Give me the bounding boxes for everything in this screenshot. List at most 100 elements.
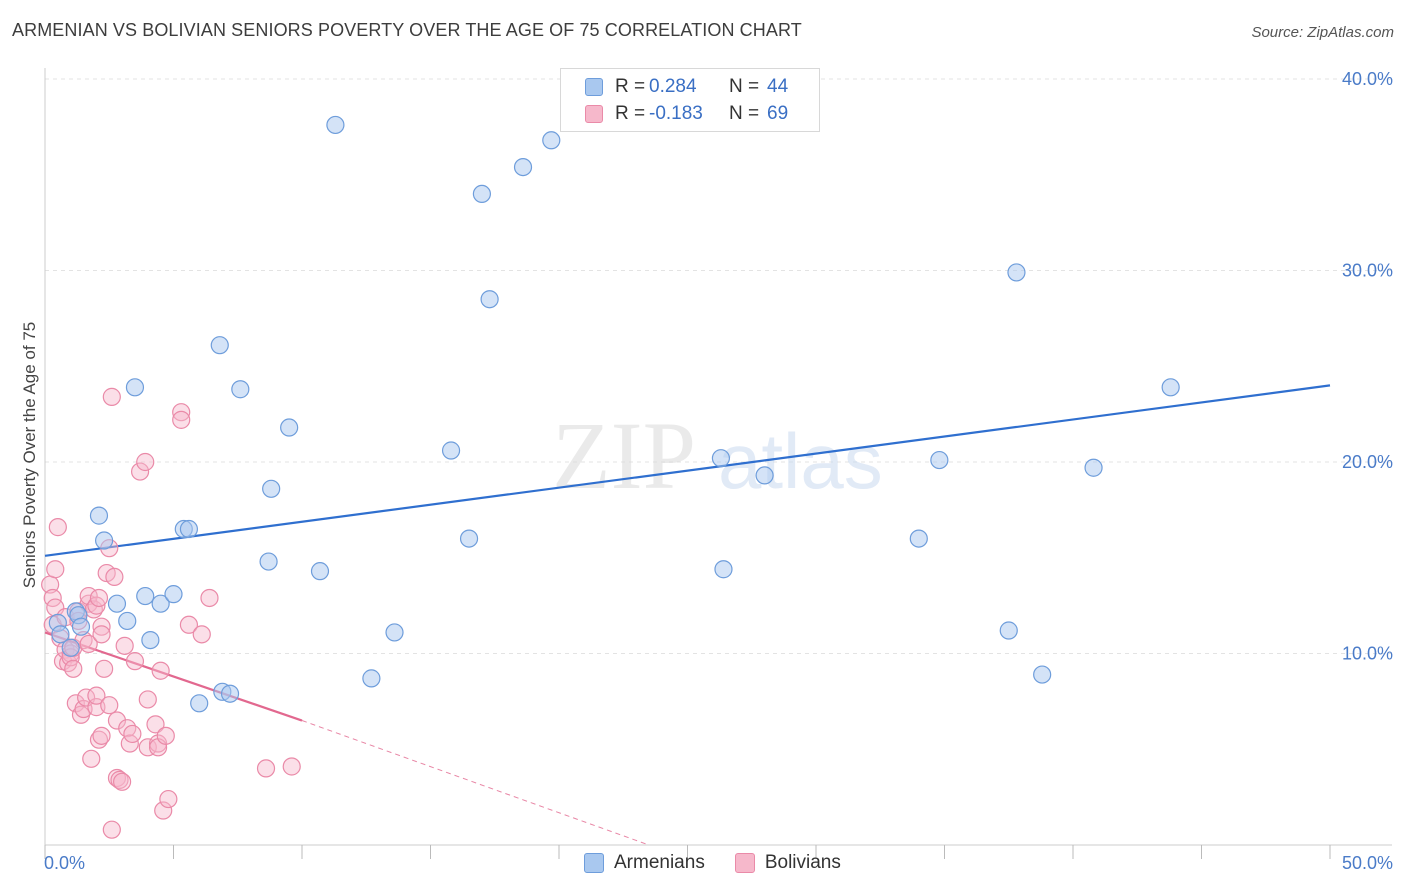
bolivian-point	[200, 588, 219, 608]
armenian-point	[190, 694, 209, 713]
n-label: N =	[729, 103, 760, 124]
x-tick-label: 50.0%	[1342, 853, 1393, 873]
bolivian-point	[115, 636, 134, 655]
bolivian-point	[146, 715, 165, 734]
y-tick-label: 30.0%	[1342, 261, 1393, 281]
legend-row-armenians: R = 0.284 N = 44	[585, 75, 788, 99]
bolivian-point	[130, 462, 150, 481]
bolivian-point	[159, 789, 178, 809]
armenian-point	[179, 519, 199, 539]
bolivian-point	[110, 770, 129, 789]
armenian-point	[459, 529, 479, 548]
armenian-point	[542, 131, 561, 150]
bolivian-point	[151, 661, 170, 680]
bolivian-point	[79, 634, 98, 654]
bolivian-point	[136, 452, 155, 472]
series-legend: Armenians Bolivians	[584, 852, 871, 874]
bolivian-swatch	[585, 105, 603, 123]
source-label: Source: ZipAtlas.com	[1251, 24, 1394, 41]
armenian-point	[280, 418, 299, 437]
r-value: -0.183	[649, 103, 703, 124]
legend-row-bolivians: R = -0.183 N = 69	[585, 102, 788, 126]
bolivian-point	[64, 659, 83, 678]
armenian-point	[999, 621, 1018, 640]
bolivian-point	[192, 625, 211, 644]
armenian-point	[441, 441, 461, 460]
watermark-atlas: atlas	[718, 417, 883, 505]
armenian-point	[1033, 665, 1052, 684]
bolivian-point	[102, 387, 121, 406]
chart-title: ARMENIAN VS BOLIVIAN SENIORS POVERTY OVE…	[12, 20, 802, 40]
armenian-point	[231, 380, 250, 399]
bolivian-point	[48, 518, 67, 537]
armenian-point	[210, 336, 229, 355]
watermark-zip: ZIP	[552, 402, 696, 509]
legend-item-armenians: Armenians	[584, 852, 705, 874]
bolivian-point	[172, 403, 191, 422]
armenian-point	[1161, 378, 1180, 397]
bolivians-label: Bolivians	[764, 852, 841, 873]
armenian-point	[711, 449, 731, 468]
n-value: 44	[767, 76, 789, 97]
bolivian-point	[46, 560, 65, 579]
bolivian-point	[92, 617, 111, 636]
armenian-point	[1084, 458, 1103, 477]
armenian-trend-line	[44, 384, 1331, 557]
armenian-point	[259, 552, 278, 571]
bolivian-point	[102, 820, 121, 839]
armenian-point	[95, 531, 114, 550]
y-axis-title: Seniors Poverty Over the Age of 75	[20, 322, 39, 588]
armenian-point	[755, 466, 774, 485]
armenian-point	[89, 506, 109, 525]
armenian-point	[141, 630, 160, 650]
y-tick-label: 20.0%	[1342, 452, 1393, 472]
data-points	[41, 115, 1180, 839]
bolivian-point	[148, 734, 168, 753]
armenian-point	[136, 586, 155, 606]
armenian-point	[513, 157, 533, 177]
r-label: R =	[615, 103, 646, 124]
armenian-point	[125, 378, 145, 397]
stats-legend: R = 0.284 N = 44 R = -0.183 N = 69	[560, 68, 820, 132]
armenian-point	[71, 617, 91, 636]
bolivian-point	[154, 801, 173, 820]
armenian-point	[930, 450, 949, 470]
armenian-point	[310, 562, 330, 581]
bolivian-point	[89, 588, 109, 608]
bolivian-point	[107, 711, 127, 730]
armenian-point	[107, 594, 127, 613]
armenian-point	[385, 623, 404, 642]
armenian-legend-swatch	[584, 853, 604, 873]
bolivian-point	[95, 659, 114, 678]
n-value: 69	[767, 103, 789, 124]
armenian-point	[118, 611, 137, 631]
bolivian-point	[123, 724, 142, 744]
y-tick-label: 40.0%	[1342, 69, 1393, 89]
armenian-point	[472, 184, 491, 203]
y-tick-label: 10.0%	[1342, 644, 1393, 664]
armenian-point	[714, 560, 733, 579]
axes: 10.0% 20.0% 30.0% 40.0% 0.0% 50.0%	[44, 68, 1393, 873]
armenian-point	[326, 115, 345, 135]
bolivian-point	[156, 726, 175, 745]
n-label: N =	[729, 76, 760, 97]
armenian-point	[362, 669, 381, 688]
armenian-swatch	[585, 78, 603, 96]
x-tick-label: 0.0%	[44, 853, 85, 873]
armenian-point	[164, 585, 183, 604]
armenian-point	[151, 594, 170, 613]
bolivian-point	[282, 757, 301, 776]
bolivian-point	[179, 615, 199, 634]
bolivian-point	[92, 726, 111, 745]
bolivian-point	[172, 410, 191, 429]
bolivian-point	[87, 686, 106, 705]
bolivian-point	[105, 567, 124, 587]
bolivian-point	[82, 749, 101, 768]
bolivian-point	[118, 719, 137, 738]
bolivian-point	[92, 625, 111, 644]
r-label: R =	[615, 76, 646, 97]
bolivian-trend-extension	[301, 720, 650, 846]
bolivian-point	[256, 759, 276, 778]
bolivian-point	[112, 772, 132, 791]
